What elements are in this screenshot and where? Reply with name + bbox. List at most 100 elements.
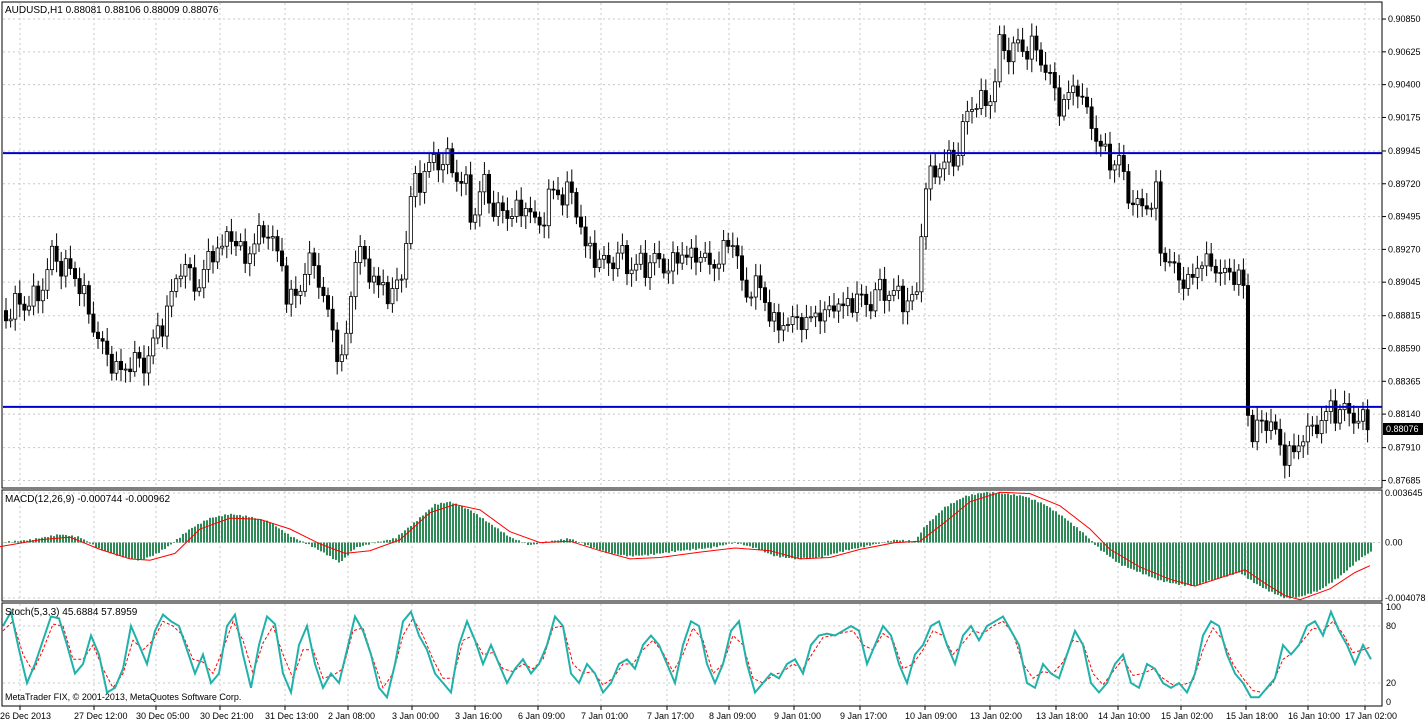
macd-bar (8, 541, 10, 543)
macd-bar (1100, 542, 1102, 551)
macd-bar (659, 542, 661, 554)
macd-bar (1199, 542, 1201, 585)
macd-bar (284, 532, 286, 543)
macd-bar (851, 542, 853, 550)
macd-bar (656, 542, 658, 554)
macd-bar (389, 540, 391, 543)
candle-body (252, 243, 257, 255)
macd-bar (290, 536, 292, 543)
candle-body (1361, 409, 1366, 422)
candle-body (1085, 96, 1090, 108)
candle-body (868, 304, 873, 312)
candle-body (390, 288, 395, 305)
macd-bar (1256, 542, 1258, 585)
macd-bar (1052, 510, 1054, 543)
candle-body (896, 285, 901, 292)
macd-bar (734, 541, 736, 543)
candle-body (59, 260, 64, 277)
macd-bar (1124, 542, 1126, 566)
candle-body (123, 368, 128, 371)
macd-layer (0, 491, 1372, 601)
macd-bar (380, 541, 382, 543)
macd-bar (590, 542, 592, 548)
candle-body (4, 310, 9, 322)
macd-bar (359, 542, 361, 547)
candle-body (1121, 155, 1126, 172)
candle-body (381, 282, 386, 286)
stoch-header: Stoch(5,3,3) 45.6884 57.8959 (5, 607, 138, 618)
macd-bar (29, 539, 31, 543)
candle-body (1103, 143, 1108, 147)
stoch-layer (2, 608, 1372, 700)
macd-bar (1049, 507, 1051, 543)
macd-bar (1079, 530, 1081, 543)
macd-bar (95, 542, 97, 548)
main-panel[interactable] (1, 1, 1383, 489)
macd-bar (917, 536, 919, 543)
macd-bar (704, 542, 706, 549)
candle-body (919, 236, 924, 293)
price-tick-label: 0.87685 (1388, 475, 1421, 485)
candle-body (371, 275, 376, 283)
macd-bar (578, 542, 580, 543)
price-tick-label: 0.89945 (1388, 146, 1421, 156)
macd-bar (1166, 542, 1168, 582)
time-label: 30 Dec 21:00 (200, 711, 254, 721)
candle-body (970, 109, 975, 112)
candle-body (528, 208, 533, 213)
candle-body (210, 251, 215, 263)
macd-bar (1178, 542, 1180, 585)
stoch-tick-label: 0 (1386, 697, 1391, 707)
macd-bar (515, 539, 517, 543)
macd-bar (1349, 542, 1351, 568)
macd-bar (572, 539, 574, 543)
macd-bar (116, 542, 118, 556)
candle-body (671, 252, 676, 272)
stoch-panel[interactable] (1, 602, 1383, 707)
macd-bar (311, 542, 313, 547)
macd-bar (239, 514, 241, 543)
candle-body (1218, 272, 1223, 274)
candle-body (878, 278, 883, 291)
candle-body (293, 288, 298, 296)
candle-body (1319, 420, 1324, 435)
macd-tick-label: -0.004078 (1385, 593, 1426, 603)
macd-bar (1229, 542, 1231, 575)
time-label: 13 Jan 18:00 (1036, 711, 1088, 721)
candle-body (367, 258, 372, 283)
candle-body (146, 355, 151, 374)
candle-body (463, 174, 468, 184)
macd-bar (68, 536, 70, 543)
macd-bar (1118, 542, 1120, 563)
candle-body (491, 202, 496, 217)
macd-bar (467, 508, 469, 543)
macd-bar (683, 542, 685, 551)
time-label: 6 Jan 09:00 (518, 711, 565, 721)
macd-bar (1046, 505, 1048, 543)
macd-bar (602, 542, 604, 551)
candle-body (1126, 171, 1131, 204)
macd-bar (1232, 542, 1234, 575)
time-label: 9 Jan 17:00 (840, 711, 887, 721)
macd-bar (470, 510, 472, 543)
macd-bar (1040, 502, 1042, 543)
macd-bar (182, 534, 184, 543)
macd-bar (236, 515, 238, 543)
macd-bar (242, 516, 244, 543)
candle-body (781, 325, 786, 331)
macd-bar (1028, 497, 1030, 543)
time-label: 8 Jan 09:00 (709, 711, 756, 721)
candle-body (417, 172, 422, 193)
candle-body (638, 252, 643, 265)
macd-bar (1130, 542, 1132, 569)
macd-bar (560, 539, 562, 543)
macd-header: MACD(12,26,9) -0.000744 -0.000962 (5, 494, 171, 505)
macd-bar (329, 542, 331, 556)
macd-bar (668, 542, 670, 553)
macd-bar (899, 540, 901, 543)
macd-bar (533, 542, 535, 545)
macd-bar (281, 529, 283, 543)
time-label: 9 Jan 01:00 (774, 711, 821, 721)
